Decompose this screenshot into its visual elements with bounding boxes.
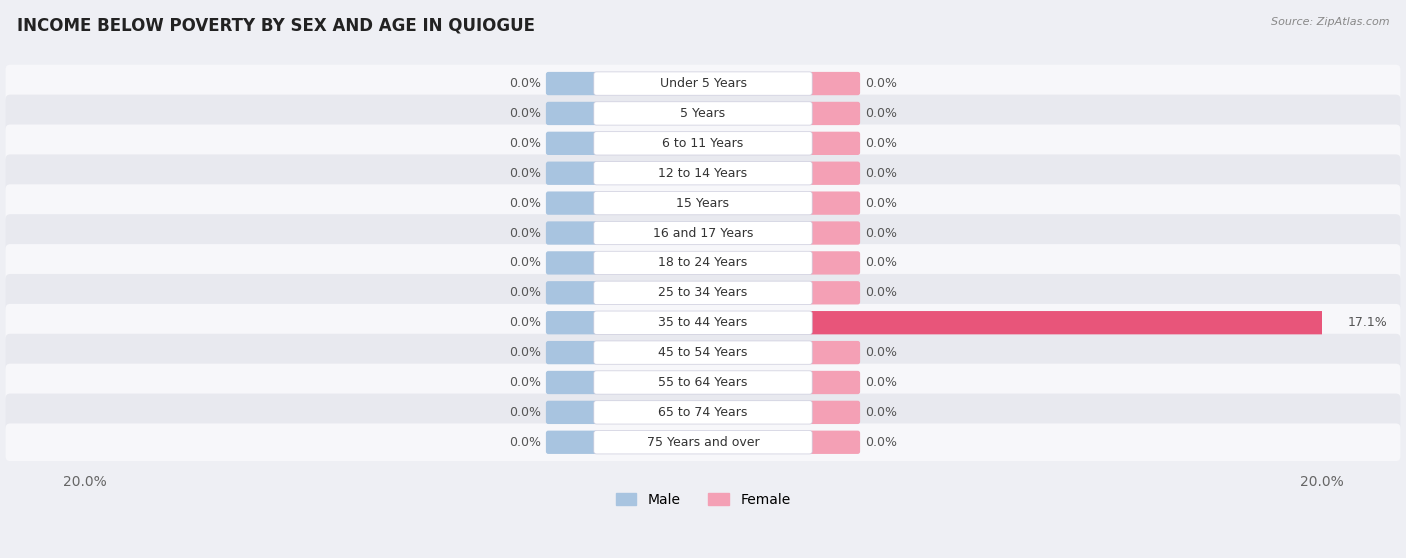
FancyBboxPatch shape [808, 281, 860, 305]
FancyBboxPatch shape [593, 371, 813, 394]
Text: 0.0%: 0.0% [509, 316, 541, 329]
Text: 0.0%: 0.0% [865, 406, 897, 419]
FancyBboxPatch shape [546, 311, 598, 334]
Text: 25 to 34 Years: 25 to 34 Years [658, 286, 748, 299]
FancyBboxPatch shape [546, 341, 598, 364]
FancyBboxPatch shape [593, 401, 813, 424]
FancyBboxPatch shape [546, 251, 598, 275]
Text: 0.0%: 0.0% [865, 346, 897, 359]
FancyBboxPatch shape [6, 214, 1400, 252]
FancyBboxPatch shape [546, 162, 598, 185]
FancyBboxPatch shape [6, 184, 1400, 222]
Text: 0.0%: 0.0% [509, 376, 541, 389]
Text: 6 to 11 Years: 6 to 11 Years [662, 137, 744, 150]
FancyBboxPatch shape [593, 102, 813, 125]
Text: 0.0%: 0.0% [865, 107, 897, 120]
Text: 0.0%: 0.0% [865, 286, 897, 299]
Text: 0.0%: 0.0% [509, 107, 541, 120]
Text: 0.0%: 0.0% [865, 196, 897, 210]
FancyBboxPatch shape [593, 251, 813, 275]
Text: 0.0%: 0.0% [509, 346, 541, 359]
Text: 35 to 44 Years: 35 to 44 Years [658, 316, 748, 329]
FancyBboxPatch shape [808, 72, 860, 95]
Text: 16 and 17 Years: 16 and 17 Years [652, 227, 754, 239]
FancyBboxPatch shape [546, 281, 598, 305]
Text: 12 to 14 Years: 12 to 14 Years [658, 167, 748, 180]
FancyBboxPatch shape [808, 162, 860, 185]
FancyBboxPatch shape [593, 222, 813, 244]
FancyBboxPatch shape [593, 431, 813, 454]
FancyBboxPatch shape [593, 341, 813, 364]
Text: 0.0%: 0.0% [509, 196, 541, 210]
FancyBboxPatch shape [6, 124, 1400, 162]
Text: 0.0%: 0.0% [865, 77, 897, 90]
Text: 45 to 54 Years: 45 to 54 Years [658, 346, 748, 359]
Text: 0.0%: 0.0% [865, 227, 897, 239]
FancyBboxPatch shape [593, 132, 813, 155]
Text: 0.0%: 0.0% [509, 406, 541, 419]
Text: Source: ZipAtlas.com: Source: ZipAtlas.com [1271, 17, 1389, 27]
FancyBboxPatch shape [593, 162, 813, 185]
Text: 0.0%: 0.0% [865, 137, 897, 150]
FancyBboxPatch shape [808, 311, 1343, 334]
Text: 0.0%: 0.0% [509, 257, 541, 270]
FancyBboxPatch shape [6, 65, 1400, 102]
Text: 0.0%: 0.0% [509, 227, 541, 239]
Text: 0.0%: 0.0% [509, 77, 541, 90]
FancyBboxPatch shape [808, 431, 860, 454]
FancyBboxPatch shape [6, 244, 1400, 282]
Text: 0.0%: 0.0% [509, 137, 541, 150]
FancyBboxPatch shape [546, 132, 598, 155]
FancyBboxPatch shape [6, 304, 1400, 341]
FancyBboxPatch shape [546, 191, 598, 215]
FancyBboxPatch shape [546, 72, 598, 95]
FancyBboxPatch shape [808, 102, 860, 125]
Text: 15 Years: 15 Years [676, 196, 730, 210]
FancyBboxPatch shape [546, 371, 598, 394]
Text: 55 to 64 Years: 55 to 64 Years [658, 376, 748, 389]
Text: 0.0%: 0.0% [865, 376, 897, 389]
FancyBboxPatch shape [6, 274, 1400, 311]
Text: 0.0%: 0.0% [865, 436, 897, 449]
Text: 0.0%: 0.0% [509, 286, 541, 299]
FancyBboxPatch shape [6, 424, 1400, 461]
FancyBboxPatch shape [6, 95, 1400, 132]
Text: 75 Years and over: 75 Years and over [647, 436, 759, 449]
FancyBboxPatch shape [6, 334, 1400, 372]
FancyBboxPatch shape [593, 281, 813, 305]
FancyBboxPatch shape [808, 222, 860, 244]
Text: INCOME BELOW POVERTY BY SEX AND AGE IN QUIOGUE: INCOME BELOW POVERTY BY SEX AND AGE IN Q… [17, 17, 534, 35]
FancyBboxPatch shape [6, 155, 1400, 192]
FancyBboxPatch shape [593, 191, 813, 215]
FancyBboxPatch shape [808, 401, 860, 424]
Text: 65 to 74 Years: 65 to 74 Years [658, 406, 748, 419]
Text: 0.0%: 0.0% [865, 257, 897, 270]
Text: 17.1%: 17.1% [1348, 316, 1388, 329]
Text: 18 to 24 Years: 18 to 24 Years [658, 257, 748, 270]
Text: 5 Years: 5 Years [681, 107, 725, 120]
Text: 0.0%: 0.0% [865, 167, 897, 180]
FancyBboxPatch shape [808, 341, 860, 364]
FancyBboxPatch shape [546, 102, 598, 125]
Text: 0.0%: 0.0% [509, 167, 541, 180]
Text: Under 5 Years: Under 5 Years [659, 77, 747, 90]
Legend: Male, Female: Male, Female [610, 487, 796, 512]
FancyBboxPatch shape [593, 311, 813, 334]
FancyBboxPatch shape [546, 401, 598, 424]
FancyBboxPatch shape [808, 191, 860, 215]
FancyBboxPatch shape [808, 251, 860, 275]
FancyBboxPatch shape [808, 132, 860, 155]
FancyBboxPatch shape [546, 431, 598, 454]
FancyBboxPatch shape [593, 72, 813, 95]
FancyBboxPatch shape [6, 364, 1400, 401]
FancyBboxPatch shape [808, 371, 860, 394]
FancyBboxPatch shape [546, 222, 598, 244]
Text: 0.0%: 0.0% [509, 436, 541, 449]
FancyBboxPatch shape [6, 393, 1400, 431]
